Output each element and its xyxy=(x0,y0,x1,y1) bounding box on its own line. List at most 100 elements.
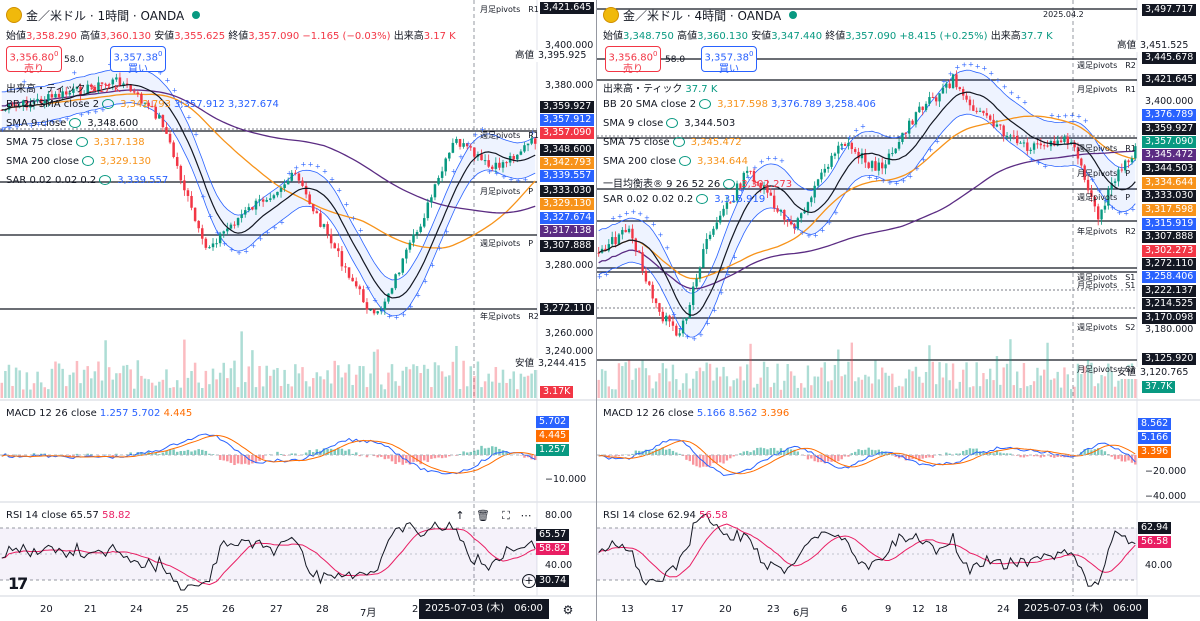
svg-text:+: + xyxy=(401,311,407,319)
add-icon[interactable]: + xyxy=(522,574,536,588)
indicator-5[interactable]: SAR 0.02 0.02 0.2 3,339.557 xyxy=(6,175,169,186)
price-chart-4h[interactable]: + ++ + + + + +++++++ +++++++++++ + + ++++ + ++++++++… xyxy=(597,0,1200,621)
svg-text:+: + xyxy=(222,240,228,248)
pivot-label: 月足pivots P xyxy=(1077,169,1131,178)
indicator-0[interactable]: 出来高・ティック 37.7 K xyxy=(603,84,718,95)
price-tag: 高値 3,451.525 xyxy=(1114,40,1192,52)
indicator-4[interactable]: SMA 200 close 3,334.644 xyxy=(603,156,748,167)
symbol-header[interactable]: 金／米ドル · 1時間 · OANDA xyxy=(6,6,201,24)
visibility-icon[interactable] xyxy=(102,99,115,109)
visibility-icon[interactable] xyxy=(69,118,82,128)
svg-text:+: + xyxy=(1056,113,1062,121)
svg-text:+: + xyxy=(995,76,1001,84)
svg-text:+: + xyxy=(386,312,392,320)
svg-text:+: + xyxy=(900,177,906,185)
price-tag: 3,333.030 xyxy=(1142,190,1197,202)
time-axis-label: 13 xyxy=(621,604,634,615)
svg-text:+: + xyxy=(64,115,70,123)
macd-legend: MACD 12 26 close 1.257 5.702 4.445 xyxy=(6,408,193,419)
price-tag: 3,339.557 xyxy=(540,170,595,182)
svg-text:+: + xyxy=(624,210,630,218)
indicator-3[interactable]: SMA 75 close 3,345.472 xyxy=(603,137,742,148)
svg-text:+: + xyxy=(678,324,684,332)
delete-icon[interactable]: 🗑 xyxy=(476,509,490,522)
price-tag: 3,222.137 xyxy=(1142,285,1197,297)
indicator-4[interactable]: SMA 200 close 3,329.130 xyxy=(6,156,151,167)
move-up-icon[interactable]: ↑ xyxy=(455,509,465,522)
svg-text:+: + xyxy=(28,122,34,130)
macd-axis-m20: −20.000 xyxy=(1145,466,1187,477)
indicator-5[interactable]: 一目均衡表® 9 26 52 26 3,302.273 xyxy=(603,179,793,190)
svg-text:+: + xyxy=(372,296,378,304)
time-axis-label: 17 xyxy=(671,604,684,615)
time-axis-label: 26 xyxy=(222,604,235,615)
svg-text:+: + xyxy=(179,99,185,107)
sell-button[interactable]: 3,356.800 売り xyxy=(605,46,661,75)
symbol-title: 金／米ドル · 1時間 · OANDA xyxy=(26,8,185,23)
indicator-6[interactable]: SAR 0.02 0.02 0.2 3,315.919 xyxy=(603,194,766,205)
indicator-1[interactable]: BB 20 SMA close 2 3,317.598 3,376.789 3,258… xyxy=(603,99,876,110)
time-axis-label: 7月 xyxy=(360,608,377,619)
indicator-1[interactable]: BB 20 SMA close 2 3,342.793 3,357.912 3,327… xyxy=(6,99,279,110)
visibility-icon[interactable] xyxy=(696,194,709,204)
visibility-icon[interactable] xyxy=(75,137,88,147)
chart-pane-1h[interactable]: + + + + + + + + + + + + + + + + + + + + + + + + + + + + + + + + + + + + + + + +… xyxy=(0,0,596,621)
market-open-icon xyxy=(192,11,201,19)
rsi-legend: RSI 14 close 62.94 56.58 xyxy=(603,510,728,521)
visibility-icon[interactable] xyxy=(99,175,112,185)
time-axis-label: 27 xyxy=(270,604,283,615)
svg-text:+: + xyxy=(1083,117,1089,125)
crosshair-date: 2025-07-03 (木) 06:00 xyxy=(1018,599,1148,619)
visibility-icon[interactable] xyxy=(82,156,95,166)
rsi-axis-40: 40.00 xyxy=(1145,560,1173,571)
svg-text:+: + xyxy=(630,208,636,216)
svg-text:+: + xyxy=(1015,94,1021,102)
signal-tag: 5.166 xyxy=(1138,432,1172,444)
svg-text:+: + xyxy=(819,226,825,234)
visibility-icon[interactable] xyxy=(679,156,692,166)
indicator-0[interactable]: 出来高・ティック 3.17 K xyxy=(6,84,121,95)
svg-text:+: + xyxy=(293,164,299,172)
price-tag: 3,334.644 xyxy=(1142,177,1197,189)
svg-text:+: + xyxy=(522,176,528,184)
price-tag: 3.17K xyxy=(540,386,574,398)
svg-text:+: + xyxy=(1022,99,1028,107)
svg-text:+: + xyxy=(1029,156,1035,164)
svg-text:+: + xyxy=(914,165,920,173)
svg-text:+: + xyxy=(840,145,846,153)
svg-text:+: + xyxy=(487,168,493,176)
sell-button[interactable]: 3,356.800 売り xyxy=(6,46,62,75)
histogram-tag: 1.257 xyxy=(536,444,570,456)
indicator-2[interactable]: SMA 9 close 3,344.503 xyxy=(603,118,736,129)
price-tag: 3,258.406 xyxy=(1142,271,1197,283)
svg-text:+: + xyxy=(954,64,960,72)
price-chart-1h[interactable]: + + +++ + + + + +++ + + ++++++++++++ + ++++++++ + + +++… xyxy=(0,0,596,621)
svg-text:+: + xyxy=(193,131,199,139)
svg-text:+: + xyxy=(1123,209,1129,217)
visibility-icon[interactable] xyxy=(666,118,679,128)
svg-text:+: + xyxy=(365,284,371,292)
svg-text:+: + xyxy=(934,138,940,146)
price-tag: 3,317.138 xyxy=(540,225,595,237)
svg-text:+: + xyxy=(732,254,738,262)
indicator-2[interactable]: SMA 9 close 3,348.600 xyxy=(6,118,139,129)
svg-text:+: + xyxy=(172,87,178,95)
symbol-header[interactable]: 金／米ドル · 4時間 · OANDA xyxy=(603,6,798,24)
indicator-3[interactable]: SMA 75 close 3,317.138 xyxy=(6,137,145,148)
buy-button[interactable]: 3,357.380 買い xyxy=(110,46,166,75)
visibility-icon[interactable] xyxy=(699,99,712,109)
visibility-icon[interactable] xyxy=(723,179,736,189)
svg-text:+: + xyxy=(200,193,206,201)
gold-coin-icon xyxy=(6,7,22,23)
macd-tag: 5.702 xyxy=(536,416,570,428)
svg-text:+: + xyxy=(250,242,256,250)
more-icon[interactable]: ⋯ xyxy=(520,509,532,522)
visibility-icon[interactable] xyxy=(672,137,685,147)
buy-button[interactable]: 3,357.380 買い xyxy=(701,46,757,75)
price-tag: 3,272.110 xyxy=(1142,258,1197,270)
chart-pane-4h[interactable]: + + + + + + + + + + + + + + + + + + + + + + + + + + + + + + + + + + + + + + + +… xyxy=(597,0,1200,621)
price-tag: 3,421.645 xyxy=(1142,74,1197,86)
settings-gear-icon[interactable]: ⚙ xyxy=(562,603,574,617)
price-tag: 37.7K xyxy=(1142,381,1176,393)
maximize-icon[interactable]: ⛶ xyxy=(502,509,510,522)
